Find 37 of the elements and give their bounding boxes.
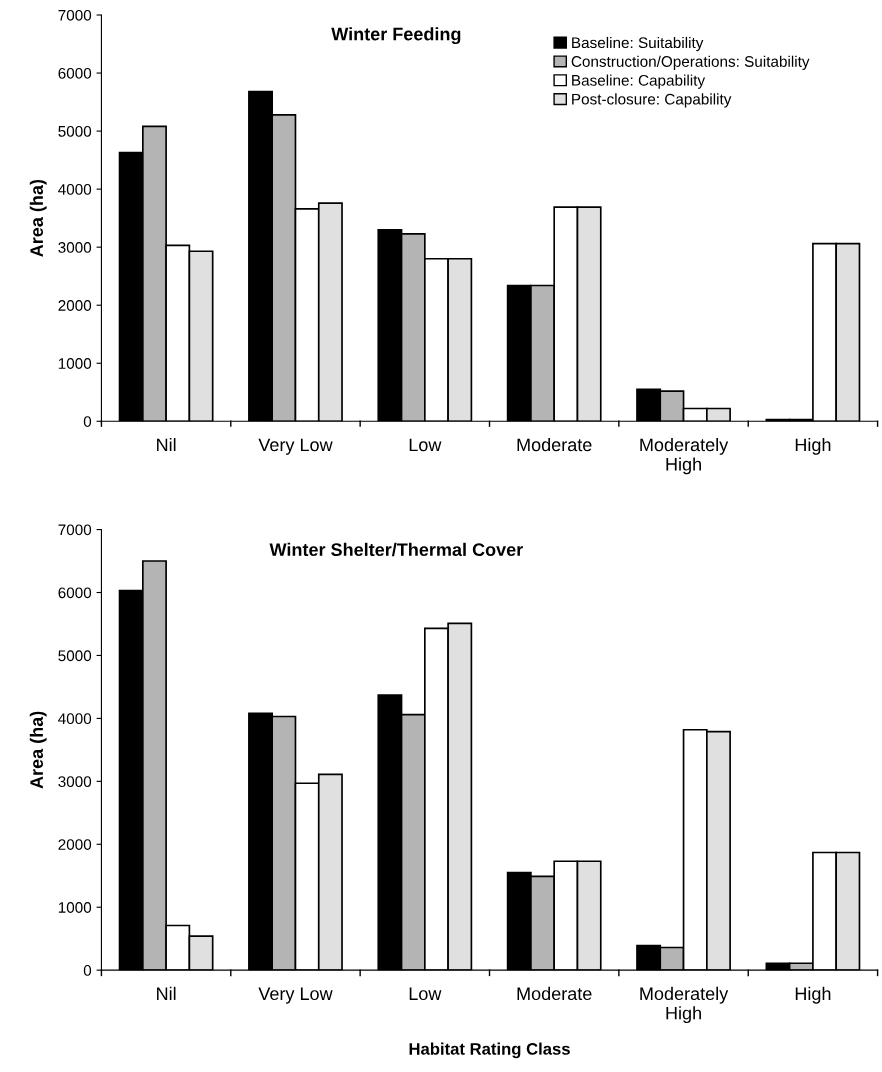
y-tick-label: 5000 xyxy=(58,125,92,137)
x-tick-label: Low xyxy=(409,987,442,1001)
legend-label: Construction/Operations: Suitability xyxy=(571,55,810,70)
y-tick-label: 6000 xyxy=(58,67,92,79)
legend-label: Post-closure: Capability xyxy=(572,93,732,108)
x-tick-label: Nil xyxy=(157,437,176,452)
y-tick-label: 1000 xyxy=(58,358,92,369)
y-tick-label: 5000 xyxy=(58,650,92,662)
y-tick-label: 2000 xyxy=(58,839,92,850)
y-axis-title: Area (ha) xyxy=(29,711,47,789)
x-tick-label: Moderately High xyxy=(640,437,729,475)
y-tick-label: 2000 xyxy=(58,300,92,311)
x-tick-label: Low xyxy=(409,438,442,452)
x-axis-title: Habitat Rating Class xyxy=(409,1042,570,1059)
y-tick-label: 1000 xyxy=(58,902,92,913)
text: Winter Feeding xyxy=(331,27,461,45)
legend-label: Baseline: Capability xyxy=(572,74,706,89)
y-tick-label: 3000 xyxy=(58,776,92,788)
x-tick-label: High xyxy=(795,437,831,455)
y-tick-label: 4000 xyxy=(58,184,92,195)
y-tick-label: 4000 xyxy=(58,713,92,725)
y-tick-label: 6000 xyxy=(58,587,92,599)
y-tick-label: 0 xyxy=(83,965,92,976)
x-tick-label: Very Low xyxy=(258,987,333,1004)
text: Winter Shelter/Thermal Cover xyxy=(269,542,523,557)
x-tick-label: Moderately High xyxy=(640,986,729,1024)
y-tick-label: 7000 xyxy=(58,524,92,536)
x-tick-label: Moderate xyxy=(517,437,592,452)
x-tick-label: Very Low xyxy=(258,438,333,455)
y-tick-label: 0 xyxy=(83,416,92,427)
legend-label: Baseline: Suitability xyxy=(572,36,704,52)
x-tick-label: Nil xyxy=(157,986,176,1000)
x-tick-label: High xyxy=(795,986,831,1004)
y-axis-title: Area (ha) xyxy=(29,179,47,257)
y-tick-label: 3000 xyxy=(58,242,92,253)
y-tick-label: 7000 xyxy=(58,9,92,21)
x-tick-label: Moderate xyxy=(517,986,592,1001)
